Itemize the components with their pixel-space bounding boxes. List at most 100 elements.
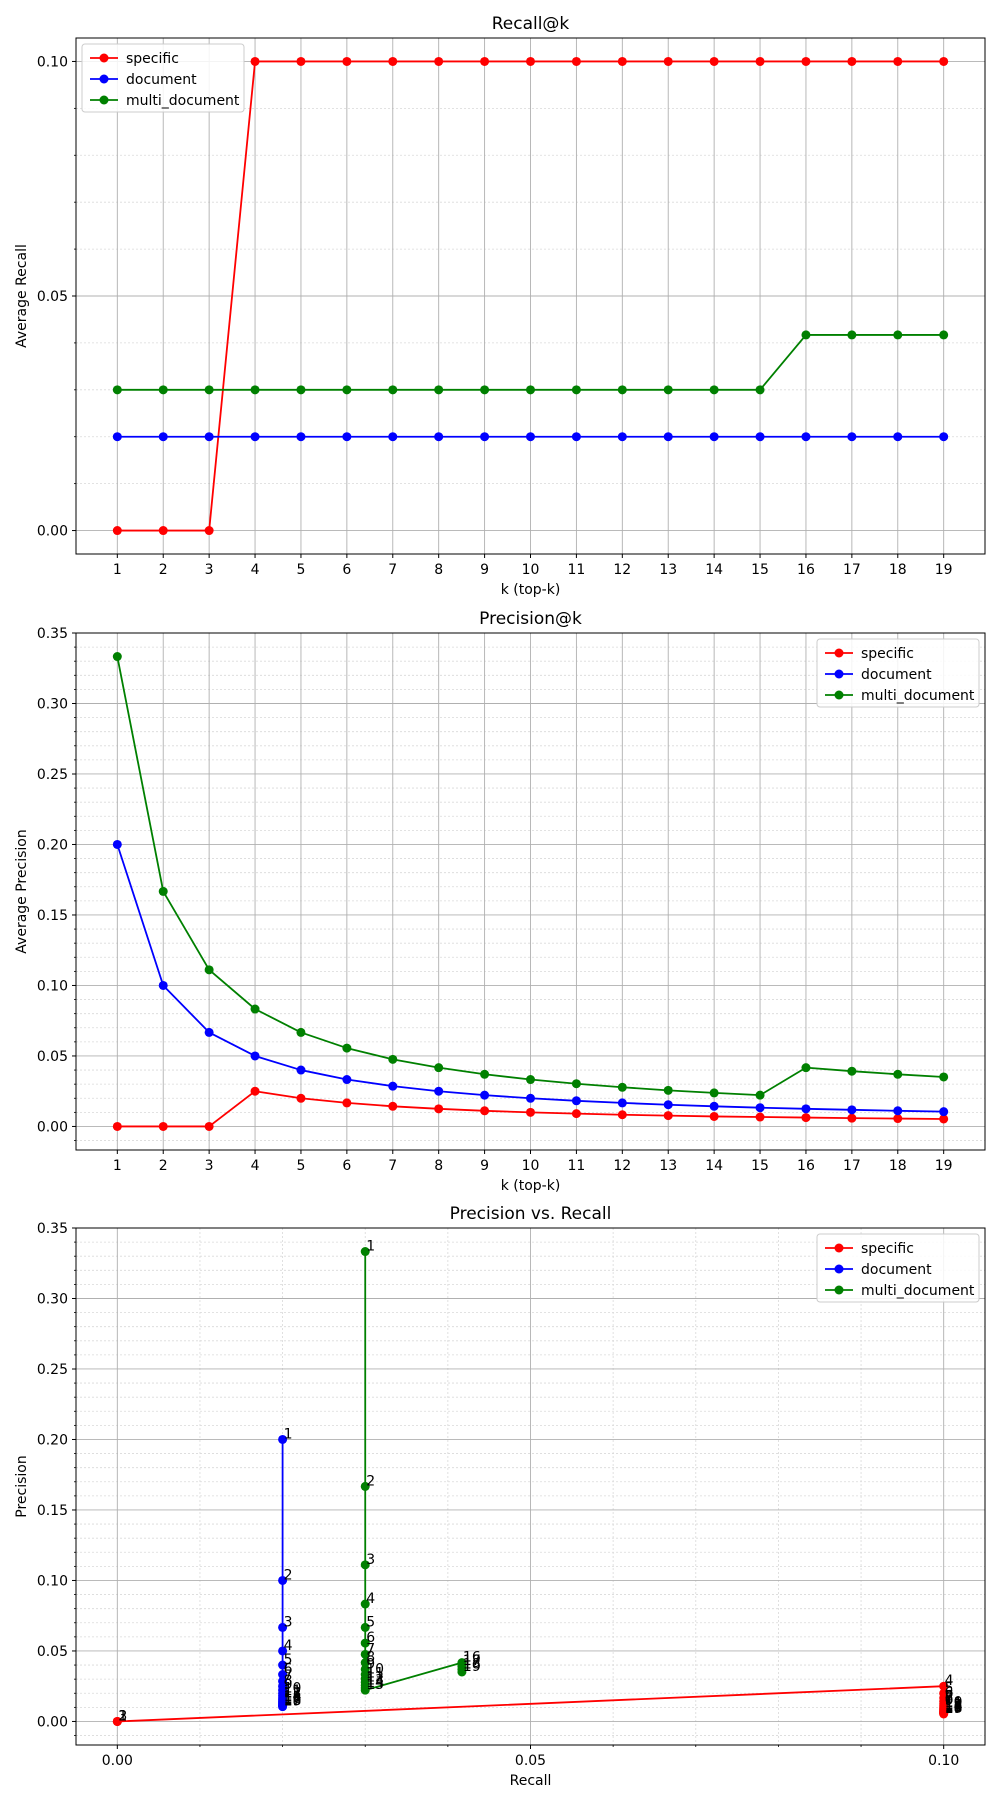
point-label: 15 <box>945 1699 963 1715</box>
point-label: 10 <box>945 1694 963 1710</box>
x-tick-label: 16 <box>797 562 815 578</box>
data-point-document <box>278 1622 288 1632</box>
legend-marker-document <box>834 1264 844 1274</box>
x-tick-label: 5 <box>296 1158 305 1174</box>
y-axis-label: Precision <box>14 1455 30 1517</box>
point-label: 11 <box>945 1696 963 1712</box>
data-point-specific <box>158 1121 168 1131</box>
point-label: 14 <box>284 1688 302 1704</box>
legend-marker-multi_document <box>834 1285 844 1295</box>
data-point-document <box>939 1107 949 1117</box>
data-point-multi_document <box>360 1685 370 1695</box>
data-point-multi_document <box>204 385 214 395</box>
data-point-document <box>526 1093 535 1103</box>
data-point-document <box>204 1027 214 1037</box>
data-point-specific <box>939 1114 949 1124</box>
x-axis-label: Recall <box>510 1773 552 1789</box>
plot-frame <box>75 1227 986 1746</box>
data-point-multi_document <box>526 385 535 395</box>
data-point-multi_document <box>342 385 352 395</box>
data-point-multi_document <box>847 1066 857 1076</box>
legend-box <box>816 638 980 708</box>
data-point-specific <box>112 1121 122 1131</box>
point-label: 9 <box>945 1693 954 1709</box>
y-tick-label: 0.30 <box>37 1291 68 1307</box>
x-tick-label: 7 <box>388 1158 397 1174</box>
data-point-multi_document <box>571 1079 581 1089</box>
legend-label: multi_document <box>126 93 240 109</box>
data-point-multi_document <box>360 1622 370 1632</box>
data-point-multi_document <box>360 1599 370 1609</box>
point-label: 18 <box>945 1701 963 1717</box>
data-point-multi_document <box>617 1082 627 1092</box>
legend-marker-document <box>99 74 109 84</box>
x-tick-label: 18 <box>889 562 907 578</box>
data-point-specific <box>342 1098 352 1108</box>
point-label: 7 <box>284 1668 293 1684</box>
x-tick-label: 2 <box>159 562 168 578</box>
plot-frame <box>75 632 986 1151</box>
point-label: 1 <box>366 1239 375 1255</box>
data-point-multi_document <box>342 1043 352 1053</box>
point-label: 9 <box>284 1677 293 1693</box>
data-point-multi_document <box>250 385 260 395</box>
data-point-document <box>388 432 398 442</box>
y-tick-label: 0.30 <box>37 696 68 712</box>
x-axis-label: k (top-k) <box>501 582 561 598</box>
data-point-multi_document <box>360 1560 370 1570</box>
point-label: 18 <box>284 1693 302 1709</box>
y-tick-label: 0.25 <box>37 1362 68 1378</box>
x-tick-label: 19 <box>935 562 953 578</box>
data-point-document <box>388 1081 398 1091</box>
point-label: 15 <box>284 1690 302 1706</box>
x-tick-label: 4 <box>251 562 260 578</box>
y-tick-label: 0.00 <box>37 1714 68 1730</box>
point-label: 8 <box>366 1650 375 1666</box>
data-point-document <box>663 432 673 442</box>
point-label: 12 <box>366 1669 384 1685</box>
legend-box <box>816 1233 980 1303</box>
point-label: 5 <box>366 1614 375 1630</box>
x-tick-label: 14 <box>705 562 723 578</box>
data-point-specific <box>112 1716 122 1726</box>
y-axis-label: Average Recall <box>14 244 30 348</box>
point-label: 18 <box>463 1656 481 1672</box>
data-point-specific <box>112 526 122 536</box>
x-tick-label: 10 <box>522 562 540 578</box>
x-tick-label: 17 <box>843 1158 861 1174</box>
data-point-multi_document <box>939 1072 949 1082</box>
data-point-document <box>480 432 490 442</box>
x-tick-label: 8 <box>434 1158 443 1174</box>
legend-label: multi_document <box>861 1283 975 1299</box>
point-label: 10 <box>366 1662 384 1678</box>
point-label: 4 <box>366 1591 375 1607</box>
data-point-multi_document <box>434 1063 444 1073</box>
x-tick-label: 7 <box>388 562 397 578</box>
chart-precision-at-k: 0.000.050.100.150.200.250.300.351 2 3 4 5 6 7 8… <box>14 609 986 1194</box>
data-point-multi_document <box>801 1063 811 1073</box>
data-point-specific <box>526 1107 535 1117</box>
x-tick-label: 0.05 <box>515 1753 546 1769</box>
point-label: 12 <box>945 1697 963 1713</box>
x-tick-label: 3 <box>205 562 214 578</box>
point-label: 3 <box>118 1708 127 1724</box>
data-point-multi_document <box>480 385 490 395</box>
point-label: 7 <box>945 1688 954 1704</box>
point-label: 19 <box>463 1659 481 1675</box>
data-point-document <box>571 1096 581 1106</box>
legend-marker-specific <box>834 1243 844 1253</box>
x-tick-label: 13 <box>659 562 677 578</box>
point-label: 10 <box>284 1680 302 1696</box>
y-tick-label: 0.15 <box>37 1503 68 1519</box>
data-point-specific <box>434 56 444 66</box>
chart-title: Precision vs. Recall <box>450 1204 612 1224</box>
y-tick-label: 0.05 <box>37 1644 68 1660</box>
x-tick-label: 1 <box>113 1158 122 1174</box>
data-point-document <box>893 432 903 442</box>
data-point-document <box>342 432 352 442</box>
data-point-document <box>278 1575 288 1585</box>
data-point-multi_document <box>755 385 765 395</box>
data-point-specific <box>617 1110 627 1120</box>
data-point-specific <box>801 56 811 66</box>
